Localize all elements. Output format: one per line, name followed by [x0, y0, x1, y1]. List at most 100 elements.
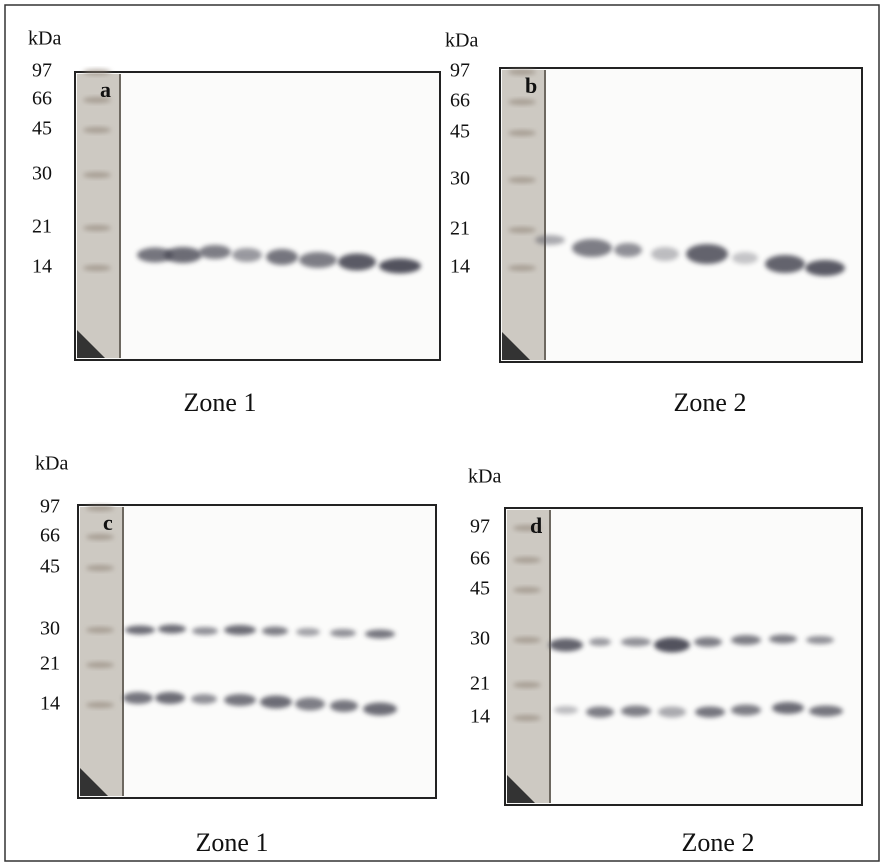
ladder-band	[513, 682, 541, 688]
ladder-band	[83, 225, 111, 231]
corner-shadow	[77, 330, 105, 358]
zone-caption: Zone 1	[196, 828, 269, 857]
ladder-band	[508, 177, 536, 183]
corner-shadow	[80, 768, 108, 796]
ladder-lane	[80, 507, 122, 796]
ladder-band	[513, 557, 541, 563]
ladder-band	[508, 130, 536, 136]
ladder-band	[513, 587, 541, 593]
protein-band	[621, 637, 651, 647]
protein-band	[379, 258, 421, 274]
protein-band	[224, 625, 256, 635]
protein-band	[535, 235, 565, 245]
panel-letter: c	[103, 510, 113, 535]
unit-label: kDa	[35, 453, 68, 475]
zone-caption: Zone 2	[682, 828, 755, 857]
marker-label: 66	[470, 548, 490, 570]
unit-label: kDa	[28, 28, 61, 50]
marker-label: 30	[470, 628, 490, 650]
blot-panel: kDa 97 66 45 30 21 14 b Zone 2	[445, 30, 863, 417]
blot-panel: kDa 97 66 45 30 21 14 c Zone 1	[35, 453, 437, 857]
ladder-band	[513, 637, 541, 643]
protein-band	[765, 255, 805, 273]
marker-label: 21	[450, 218, 470, 240]
protein-band	[732, 252, 758, 264]
marker-label: 66	[32, 88, 52, 110]
ladder-band	[83, 127, 111, 133]
protein-band	[365, 629, 395, 639]
protein-band	[192, 627, 218, 635]
ladder-band	[513, 715, 541, 721]
protein-band	[158, 624, 186, 634]
protein-band	[694, 637, 722, 647]
ladder-band	[508, 265, 536, 271]
protein-band	[232, 248, 262, 262]
protein-band	[125, 625, 155, 635]
ladder-band	[513, 525, 541, 531]
marker-label: 97	[470, 516, 490, 538]
protein-band	[586, 706, 614, 718]
panel-letter: d	[530, 513, 542, 538]
blot-image	[499, 67, 863, 363]
protein-band	[260, 695, 292, 709]
protein-band	[155, 692, 185, 704]
protein-band	[621, 705, 651, 717]
protein-band	[695, 706, 725, 718]
protein-band	[686, 244, 728, 264]
marker-label: 21	[470, 673, 490, 695]
marker-label: 30	[450, 168, 470, 190]
protein-band	[589, 638, 611, 646]
protein-band	[224, 694, 256, 706]
protein-band	[363, 702, 397, 716]
protein-band	[330, 629, 356, 637]
protein-band	[658, 706, 686, 718]
marker-label: 21	[40, 653, 60, 675]
protein-band	[299, 252, 337, 268]
panel-letter: a	[100, 77, 111, 102]
ladder-band	[508, 69, 536, 75]
protein-band	[137, 247, 173, 263]
marker-label: 97	[40, 496, 60, 518]
protein-band	[295, 697, 325, 711]
protein-band	[199, 245, 231, 259]
marker-label: 45	[40, 556, 60, 578]
protein-band	[654, 637, 690, 653]
ladder-band	[86, 662, 114, 668]
zone-caption: Zone 2	[674, 388, 747, 417]
protein-band	[123, 692, 153, 704]
marker-label: 14	[450, 256, 470, 278]
protein-band	[731, 635, 761, 645]
marker-label: 45	[470, 578, 490, 600]
blot-image	[74, 71, 441, 361]
marker-label: 45	[32, 118, 52, 140]
zone-caption: Zone 1	[184, 388, 257, 417]
marker-label: 14	[32, 256, 52, 278]
marker-label: 45	[450, 121, 470, 143]
protein-band	[554, 706, 578, 714]
blot-image	[77, 504, 437, 799]
protein-band	[338, 253, 376, 271]
protein-band	[266, 249, 298, 265]
marker-label: 30	[32, 163, 52, 185]
ladder-lane	[77, 74, 119, 358]
protein-band	[262, 626, 288, 636]
corner-shadow	[507, 775, 535, 803]
blot-panel: kDa 97 66 45 30 21 14 d Zone 2	[468, 466, 863, 857]
ladder-band	[83, 172, 111, 178]
ladder-band	[86, 534, 114, 540]
ladder-band	[508, 227, 536, 233]
panel-letter: b	[525, 73, 537, 98]
protein-band	[330, 700, 358, 712]
marker-label: 30	[40, 618, 60, 640]
marker-label: 21	[32, 216, 52, 238]
marker-label: 14	[40, 693, 60, 715]
unit-label: kDa	[445, 30, 478, 52]
protein-band	[651, 247, 679, 261]
marker-label: 14	[470, 706, 490, 728]
unit-label: kDa	[468, 466, 501, 488]
protein-band	[164, 247, 202, 263]
blot-panel: kDa 97 66 45 30 21 14 a Zone 1	[28, 28, 441, 417]
ladder-band	[86, 565, 114, 571]
protein-band	[806, 636, 834, 644]
